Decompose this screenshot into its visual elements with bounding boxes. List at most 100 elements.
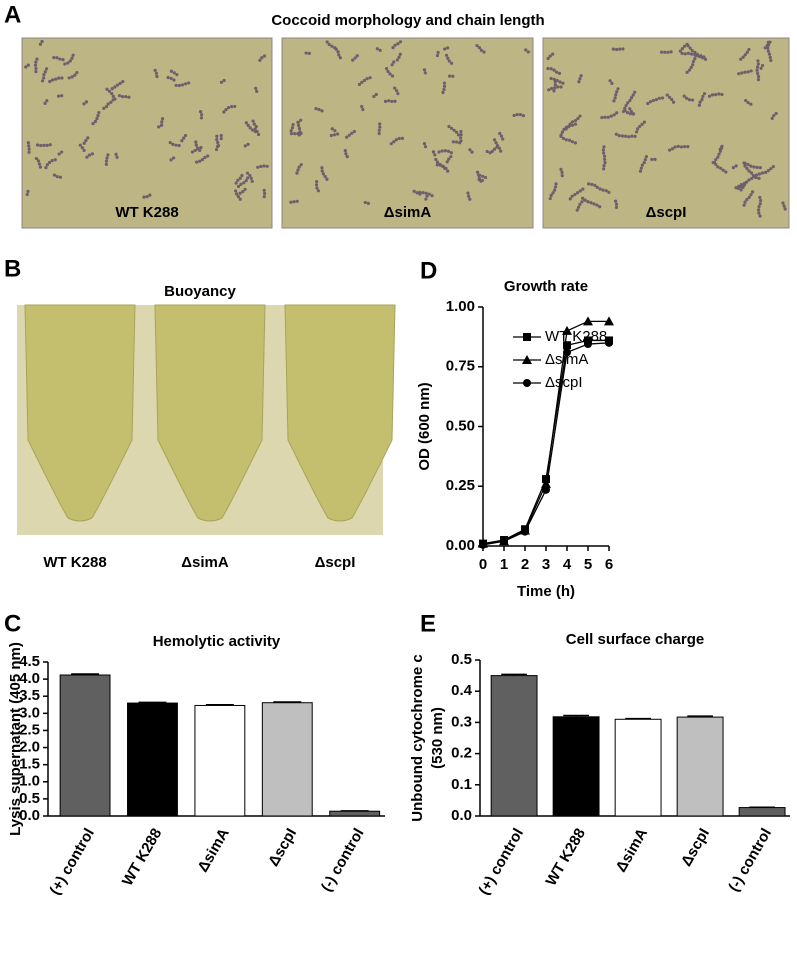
- cell: [233, 104, 237, 109]
- cell: [581, 196, 585, 200]
- cell: [169, 69, 174, 73]
- marker: [541, 478, 551, 488]
- cell: [624, 134, 628, 138]
- cell: [479, 48, 483, 52]
- cell: [770, 116, 774, 120]
- cell: [633, 90, 637, 94]
- x-tick-label: ΔscpI: [265, 825, 300, 869]
- cell: [719, 146, 724, 150]
- cell: [52, 173, 57, 177]
- cell: [252, 122, 256, 126]
- cell: [768, 40, 772, 44]
- cell: [618, 47, 622, 51]
- bar: [329, 810, 381, 817]
- cell: [34, 60, 38, 64]
- cell: [121, 79, 125, 84]
- cell: [71, 53, 75, 57]
- cell: [589, 201, 593, 205]
- cell: [262, 195, 266, 199]
- cell: [262, 191, 267, 196]
- cell: [82, 102, 86, 106]
- cell: [745, 197, 749, 202]
- cell: [187, 81, 191, 85]
- cell: [700, 97, 704, 102]
- cell: [739, 185, 743, 189]
- cell: [423, 71, 427, 75]
- cell: [553, 79, 557, 84]
- cell: [37, 162, 42, 166]
- cell: [442, 81, 447, 85]
- cell: [233, 189, 238, 193]
- cell: [250, 128, 255, 132]
- marker: [479, 540, 487, 549]
- cell: [393, 86, 397, 90]
- cell: [446, 56, 450, 60]
- cell: [73, 73, 77, 77]
- cell: [743, 200, 747, 204]
- cell: [736, 186, 740, 190]
- cell: [682, 44, 687, 48]
- cell: [366, 201, 371, 205]
- cell: [27, 144, 31, 148]
- cell: [449, 151, 453, 155]
- cell: [766, 43, 771, 47]
- cell: [246, 176, 250, 180]
- cell: [390, 63, 394, 67]
- cell: [515, 113, 519, 117]
- cell: [657, 96, 661, 100]
- cell: [110, 87, 114, 91]
- cell: [766, 46, 770, 50]
- cell: [343, 149, 347, 153]
- cell: [624, 104, 628, 108]
- y-axis-label: (530 nm): [429, 707, 446, 769]
- cell: [194, 140, 198, 144]
- x-axis-label: Time (h): [517, 583, 575, 600]
- y-tick-label: 0.0: [451, 807, 472, 824]
- cell: [443, 47, 447, 51]
- bar: [261, 702, 313, 817]
- cell: [57, 152, 61, 156]
- cell: [758, 214, 762, 218]
- cell: [435, 160, 440, 164]
- cell: [659, 50, 664, 54]
- cell: [66, 61, 70, 65]
- cell: [719, 166, 723, 170]
- cell: [215, 137, 219, 142]
- cell: [678, 49, 682, 53]
- cell: [739, 188, 743, 192]
- cell: [299, 131, 303, 135]
- cell: [193, 148, 197, 153]
- cell: [598, 205, 602, 209]
- cell: [616, 87, 620, 91]
- cell: [390, 99, 394, 103]
- cell: [707, 94, 712, 98]
- cell: [479, 179, 483, 183]
- cell: [82, 148, 86, 152]
- cell: [236, 178, 240, 182]
- cell: [459, 129, 463, 134]
- cell: [701, 94, 705, 99]
- cell: [567, 138, 572, 142]
- cell: [168, 140, 172, 145]
- cell: [577, 205, 581, 209]
- cell: [663, 50, 667, 54]
- cell: [550, 86, 554, 91]
- cell: [295, 171, 299, 175]
- cell: [547, 88, 551, 92]
- cell: [68, 59, 72, 63]
- cell: [578, 202, 582, 206]
- cell: [695, 52, 700, 56]
- cell: [423, 145, 428, 149]
- cell: [253, 130, 257, 134]
- cell: [387, 99, 391, 103]
- cell: [219, 80, 224, 84]
- cell: [559, 134, 563, 139]
- cell: [714, 157, 718, 162]
- cell: [560, 173, 564, 178]
- cell: [293, 132, 297, 136]
- cell: [378, 125, 382, 129]
- cell: [749, 164, 753, 168]
- cell: [747, 178, 751, 182]
- cell: [45, 163, 49, 167]
- cell: [740, 71, 744, 75]
